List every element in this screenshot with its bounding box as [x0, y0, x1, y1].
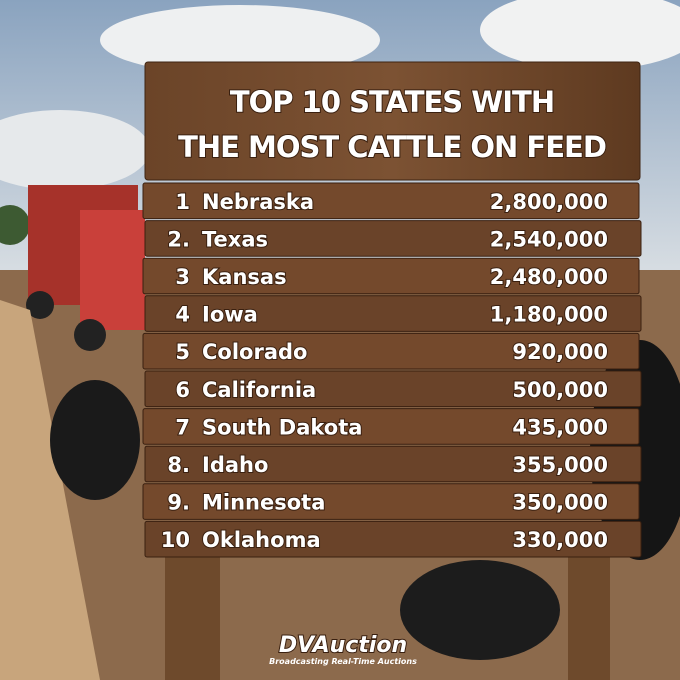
cloud [480, 0, 680, 70]
wheel [74, 319, 106, 351]
title-plank [144, 61, 641, 181]
state: Kansas [202, 265, 287, 289]
cattle-count: 2,480,000 [490, 265, 608, 289]
post [568, 555, 610, 680]
state: South Dakota [202, 415, 362, 439]
rank: 7 [175, 415, 190, 439]
wheel [26, 291, 54, 319]
cattle-count: 355,000 [512, 453, 608, 477]
state: Nebraska [202, 190, 314, 214]
state: Iowa [202, 303, 258, 327]
post [165, 555, 220, 680]
row-plank [142, 257, 640, 295]
cattle-count: 920,000 [512, 340, 608, 364]
row-plank [144, 445, 642, 483]
state: Minnesota [202, 491, 325, 515]
state: Idaho [202, 453, 268, 477]
state: California [202, 378, 316, 402]
cattle-count: 500,000 [512, 378, 608, 402]
row-plank [144, 295, 642, 332]
rank: 2. [167, 227, 190, 251]
state: Oklahoma [202, 528, 321, 552]
logo-tagline: Broadcasting Real-Time Auctions [269, 657, 417, 666]
rank: 10 [161, 528, 190, 552]
cattle-count: 435,000 [512, 415, 608, 439]
cloud [0, 110, 150, 190]
cattle-count: 350,000 [512, 491, 608, 515]
rank: 3 [175, 265, 190, 289]
rank: 8. [167, 453, 190, 477]
state: Texas [202, 227, 268, 251]
rank: 4 [175, 303, 190, 327]
row-plank [142, 408, 640, 445]
cloud [100, 5, 380, 75]
state: Colorado [202, 340, 307, 364]
cattle-count: 330,000 [512, 528, 608, 552]
logo: DVAuction [279, 633, 407, 658]
cattle-count: 1,180,000 [490, 303, 608, 327]
tree [0, 205, 30, 245]
row-plank [144, 370, 642, 408]
fence [0, 300, 100, 680]
row-plank [144, 220, 642, 257]
title: TOP 10 STATES WITH [230, 85, 554, 119]
row-plank [142, 483, 640, 520]
rank: 9. [167, 491, 190, 515]
row-plank [142, 182, 640, 220]
rank: 6 [175, 378, 190, 402]
rank: 5 [175, 340, 190, 364]
truck-cab [80, 210, 145, 330]
rank: 1 [175, 190, 190, 214]
cattle-count: 2,800,000 [490, 190, 608, 214]
cattle [400, 560, 560, 660]
row-plank [144, 520, 642, 558]
cattle-count: 2,540,000 [490, 227, 608, 251]
cattle [50, 380, 140, 500]
title: THE MOST CATTLE ON FEED [178, 130, 606, 164]
row-plank [142, 332, 640, 370]
